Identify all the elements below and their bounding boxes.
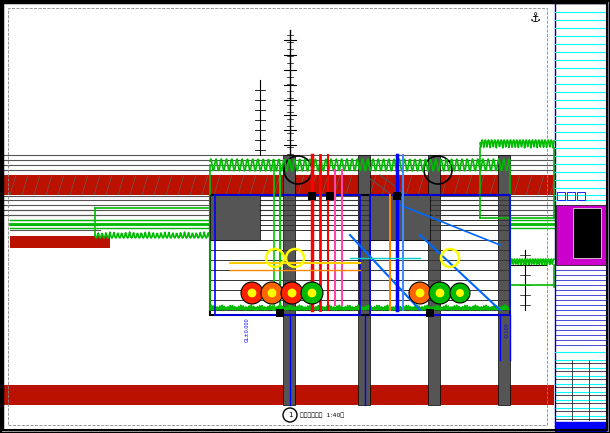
- Circle shape: [307, 289, 317, 297]
- Bar: [426, 309, 434, 317]
- Text: -0.100: -0.100: [504, 322, 509, 338]
- Bar: [555, 422, 607, 432]
- Circle shape: [268, 289, 276, 297]
- Bar: [358, 155, 370, 405]
- Bar: [573, 208, 601, 258]
- Bar: [370, 195, 430, 240]
- Bar: [567, 192, 575, 200]
- Circle shape: [248, 289, 256, 297]
- Circle shape: [241, 282, 263, 304]
- Circle shape: [281, 282, 303, 304]
- Bar: [308, 192, 316, 200]
- Bar: [557, 192, 565, 200]
- Bar: [3, 175, 554, 195]
- Bar: [428, 155, 440, 405]
- Circle shape: [450, 283, 470, 303]
- Bar: [555, 3, 607, 430]
- Circle shape: [429, 282, 451, 304]
- Text: 1: 1: [288, 412, 292, 418]
- Circle shape: [301, 282, 323, 304]
- Bar: [215, 195, 360, 315]
- Bar: [10, 236, 110, 248]
- Bar: [577, 192, 585, 200]
- Bar: [393, 192, 401, 200]
- Bar: [3, 385, 554, 405]
- Bar: [370, 195, 510, 315]
- Circle shape: [287, 289, 296, 297]
- Text: GL±0.000: GL±0.000: [245, 318, 249, 343]
- Bar: [210, 195, 510, 315]
- Bar: [556, 205, 606, 265]
- Bar: [8, 8, 547, 425]
- Bar: [210, 195, 260, 240]
- Text: 给排水平面图  1:40比: 给排水平面图 1:40比: [300, 412, 344, 418]
- Circle shape: [261, 282, 283, 304]
- Bar: [283, 155, 295, 405]
- Circle shape: [436, 289, 445, 297]
- Circle shape: [409, 282, 431, 304]
- Circle shape: [415, 289, 425, 297]
- Text: ⚓: ⚓: [529, 12, 540, 25]
- Bar: [326, 192, 334, 200]
- Circle shape: [456, 289, 464, 297]
- Bar: [498, 155, 510, 405]
- Bar: [276, 309, 284, 317]
